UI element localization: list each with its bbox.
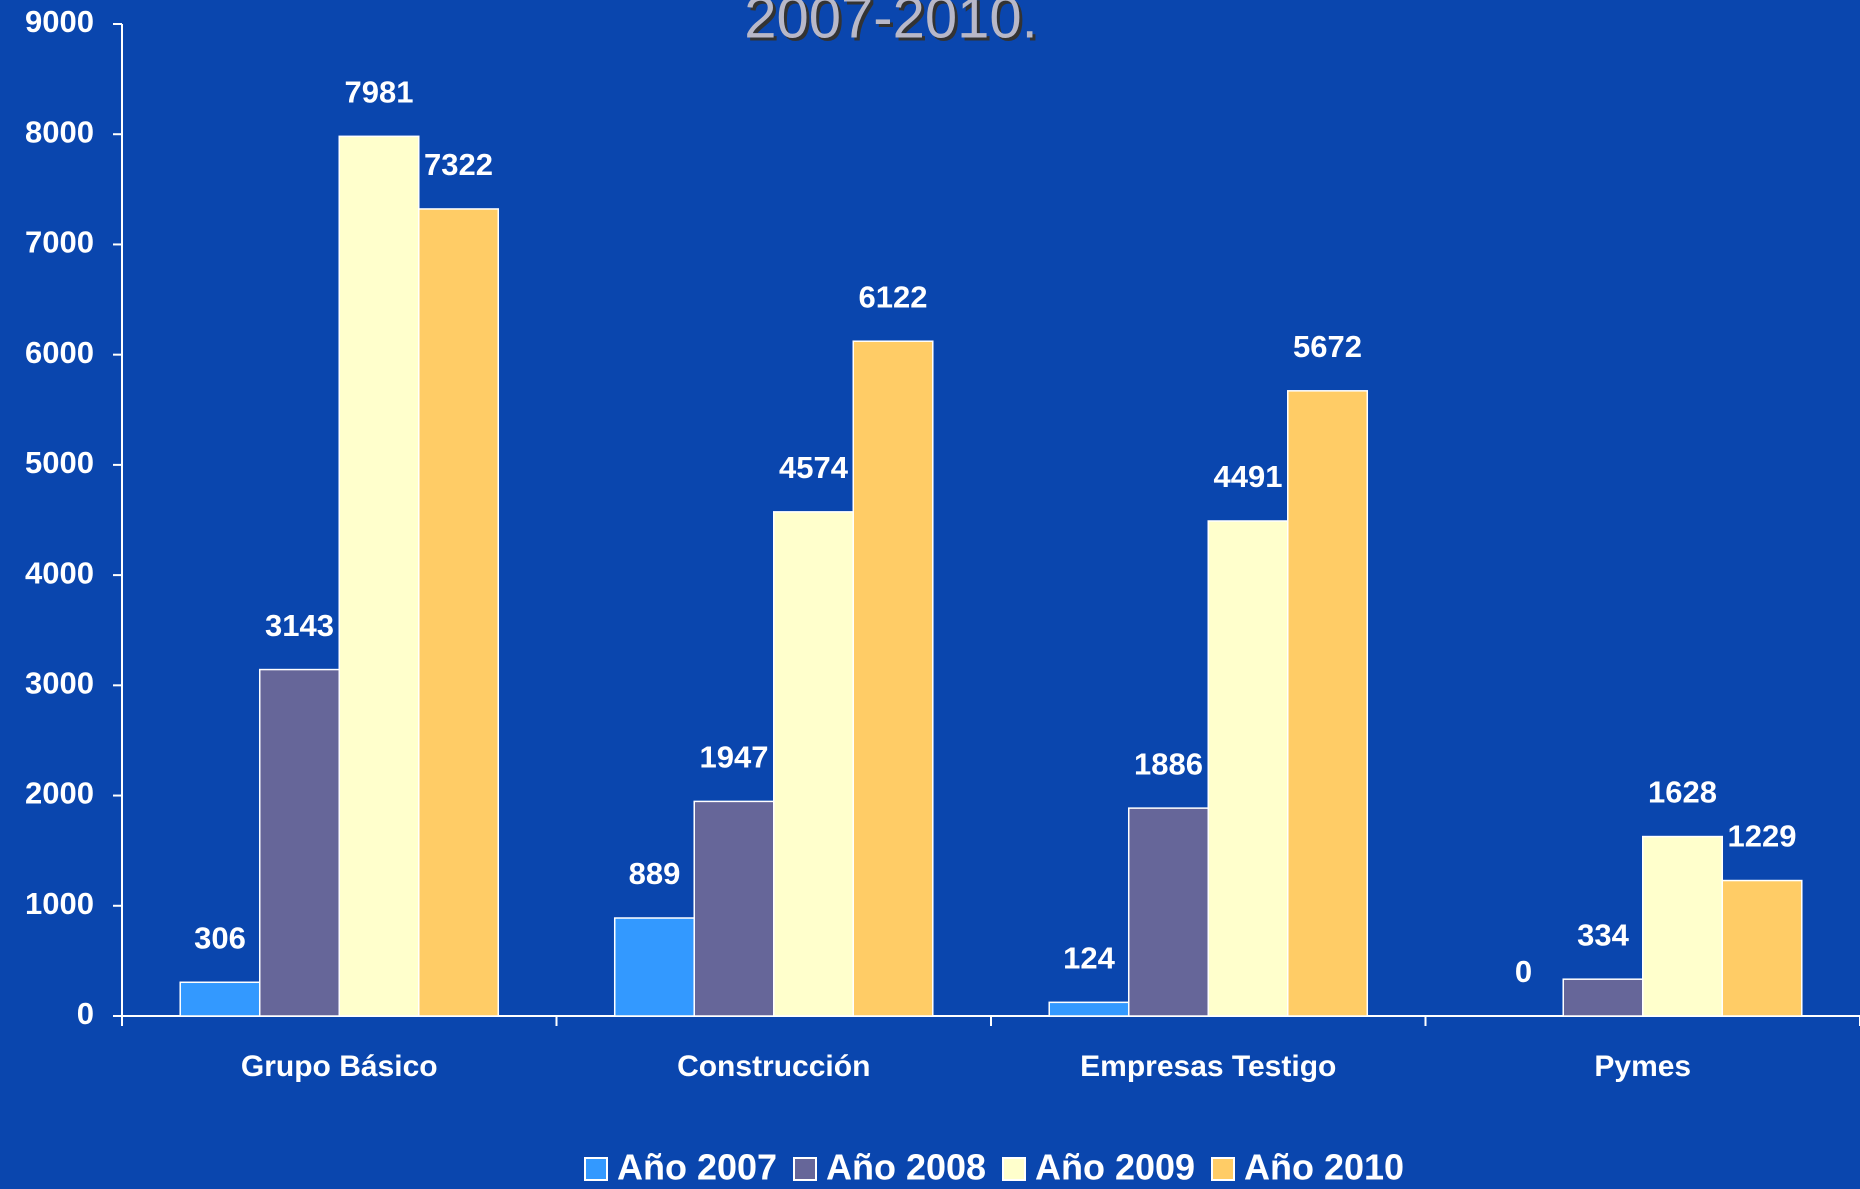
legend-label: Año 2007	[617, 1147, 777, 1188]
value-label: 5672	[1293, 329, 1362, 364]
legend-swatch	[584, 1157, 608, 1181]
bar	[258, 668, 341, 1017]
value-label: 7981	[345, 75, 414, 110]
bar	[852, 340, 934, 1017]
value-label: 1229	[1728, 819, 1797, 854]
bar	[1127, 807, 1209, 1017]
y-tick-label: 1000	[25, 886, 94, 921]
y-tick-label: 7000	[25, 225, 94, 260]
bar	[1207, 520, 1289, 1017]
x-tick-label: Construcción	[677, 1050, 870, 1083]
legend-swatch	[793, 1157, 817, 1181]
value-label: 0	[1515, 954, 1532, 989]
value-label: 889	[629, 856, 681, 891]
bar	[1287, 390, 1369, 1017]
value-label: 4574	[779, 450, 849, 485]
legend-label: Año 2009	[1035, 1147, 1195, 1188]
legend-swatch	[1002, 1157, 1026, 1181]
legend-swatch	[1211, 1157, 1235, 1181]
bar	[338, 135, 420, 1017]
y-tick-label: 6000	[25, 335, 94, 370]
y-tick-label: 4000	[25, 555, 94, 590]
legend-label: Año 2010	[1244, 1147, 1404, 1188]
bar	[773, 511, 855, 1017]
y-tick-label: 2000	[25, 776, 94, 811]
value-label: 306	[194, 920, 246, 955]
value-label: 1628	[1648, 775, 1717, 810]
value-label: 6122	[859, 279, 928, 314]
bar	[613, 917, 695, 1017]
chart-title-shadow: 2007-2010.	[747, 0, 1040, 53]
y-tick-label: 9000	[25, 4, 94, 39]
x-tick-label: Grupo Básico	[241, 1050, 438, 1083]
value-label: 1886	[1134, 746, 1203, 781]
legend-label: Año 2008	[826, 1147, 986, 1188]
y-tick-label: 0	[77, 996, 94, 1031]
value-label: 7322	[424, 147, 493, 182]
bar	[1562, 978, 1644, 1017]
y-tick-label: 3000	[25, 666, 94, 701]
bar	[1721, 879, 1803, 1017]
bar	[179, 981, 261, 1017]
value-label: 4491	[1214, 459, 1283, 494]
chart-title: 2007-2010.	[744, 0, 1037, 50]
bar	[418, 208, 500, 1017]
y-tick-label: 8000	[25, 114, 94, 149]
value-label: 334	[1577, 917, 1629, 952]
value-label: 1947	[700, 740, 769, 775]
x-tick-label: Pymes	[1594, 1050, 1691, 1083]
value-label: 124	[1063, 941, 1115, 976]
bar	[1048, 1001, 1130, 1017]
bar	[693, 800, 775, 1017]
bar	[1642, 835, 1724, 1017]
x-tick-label: Empresas Testigo	[1080, 1050, 1336, 1083]
value-label: 3143	[265, 608, 334, 643]
y-tick-label: 5000	[25, 445, 94, 480]
